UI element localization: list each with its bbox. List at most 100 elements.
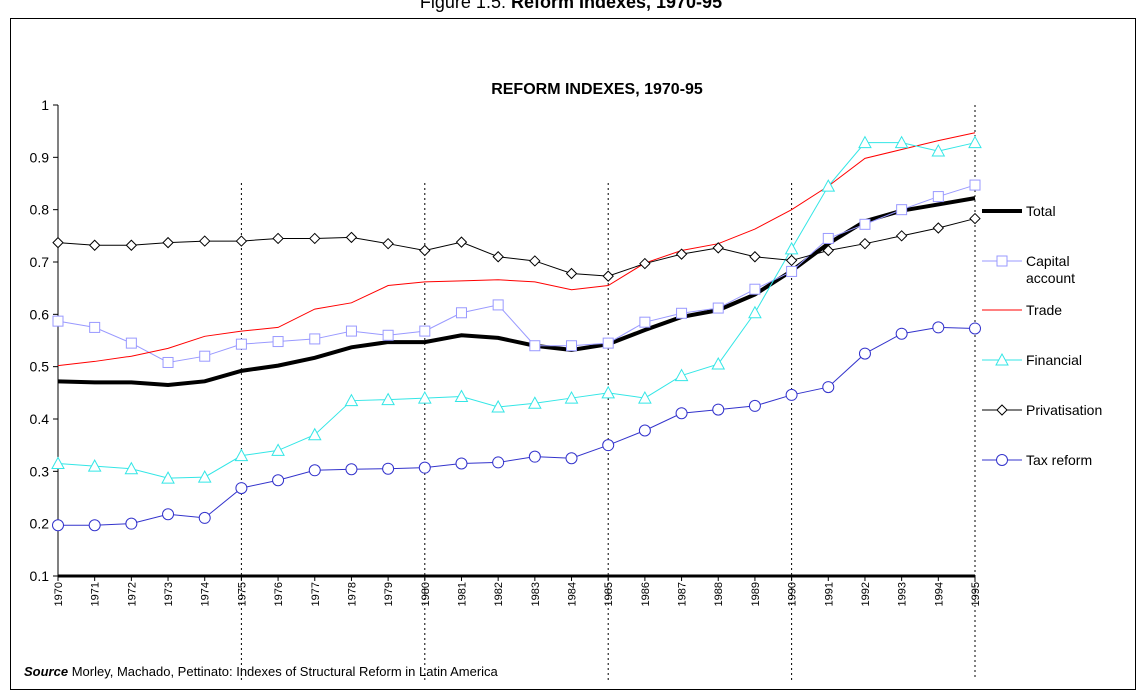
marker [858,135,872,149]
y-tick-label: 0.5 [30,359,50,375]
x-tick-label: 1984 [567,582,579,606]
marker [455,457,468,470]
marker [858,347,871,360]
marker [748,305,762,319]
x-tick-label: 1972 [126,582,138,606]
marker [969,179,981,191]
marker [712,403,725,416]
x-tick-label: 1982 [493,582,505,606]
marker [932,321,945,334]
marker [675,407,688,420]
marker [749,251,761,263]
marker [529,340,541,352]
marker [564,391,579,404]
marker [309,333,321,345]
x-tick-label: 1981 [456,582,468,606]
marker [162,508,175,521]
marker [785,254,798,267]
series-line [57,196,976,387]
marker [859,218,871,230]
marker [565,452,578,465]
y-tick-label: 0.4 [30,411,50,427]
marker [969,322,981,335]
x-tick-label: 1993 [897,582,909,606]
marker [88,239,101,251]
marker [125,239,138,251]
marker [198,511,211,524]
marker [969,212,981,225]
series-line [57,132,976,367]
marker [601,385,616,399]
marker [197,470,212,483]
marker [527,396,542,409]
x-tick-label: 1977 [310,582,322,606]
x-tick-label: 1971 [90,582,102,606]
x-tick-label: 1988 [713,582,725,606]
marker [344,393,359,407]
plot: 0.1 0.2 0.3 0.4 0.5 0.6 0.7 0.8 0.9 1 1970 1971 1972… [30,97,1102,680]
legend-label: Tax reform [1026,452,1092,468]
legend-word: account [1026,270,1075,286]
y-tick-label: 0.9 [30,149,50,165]
y-tick-label: 0.8 [30,202,50,218]
marker [602,337,614,349]
marker [199,350,211,362]
marker [932,222,945,234]
marker [996,454,1008,466]
marker [822,381,835,394]
marker [748,399,761,412]
legend-label: Privatisation [1026,402,1102,418]
x-tick-label: 1980 [420,582,432,606]
marker [272,336,284,348]
marker [125,337,137,349]
marker [88,519,101,532]
marker [638,391,652,404]
source-label: Source [24,664,68,679]
marker [932,191,944,203]
x-tick-label: 1986 [640,582,652,606]
marker [859,237,871,250]
y-tick-label: 0.2 [30,516,50,532]
y-tick-label: 0.3 [30,463,50,479]
marker [51,456,65,469]
source-text: Morley, Machado, Pettinato: Indexes of S… [72,664,499,679]
marker [235,235,248,247]
marker [52,315,64,327]
marker [492,251,504,263]
marker [931,144,946,157]
marker [784,241,799,255]
marker [492,299,504,311]
series-line [58,326,976,526]
marker [52,236,64,249]
series-line [57,184,976,364]
marker [675,248,688,260]
legend-label: Total [1026,203,1056,219]
marker [199,235,211,247]
marker [162,236,174,249]
marker [566,340,578,352]
x-tick-label: 1979 [383,582,395,606]
marker [491,399,506,413]
marker [162,356,174,368]
figure-heading: Figure 1.5: Reform Indexes, 1970-95 [420,0,722,12]
x-tick-label: 1992 [860,582,872,606]
marker [712,302,724,314]
marker [996,255,1008,267]
marker [822,244,834,257]
marker [822,232,834,244]
x-tick-label: 1970 [53,582,65,606]
marker [676,307,688,319]
marker [308,464,321,477]
x-tick-label: 1978 [346,582,358,606]
figure-label: Figure 1.5: [420,0,506,12]
x-tick-label: 1976 [273,582,285,606]
marker [712,242,724,254]
x-tick-label: 1995 [970,582,982,606]
marker [995,352,1009,366]
marker [711,357,726,370]
marker [235,338,247,350]
marker [382,329,394,341]
marker [234,448,249,462]
marker [529,255,541,267]
